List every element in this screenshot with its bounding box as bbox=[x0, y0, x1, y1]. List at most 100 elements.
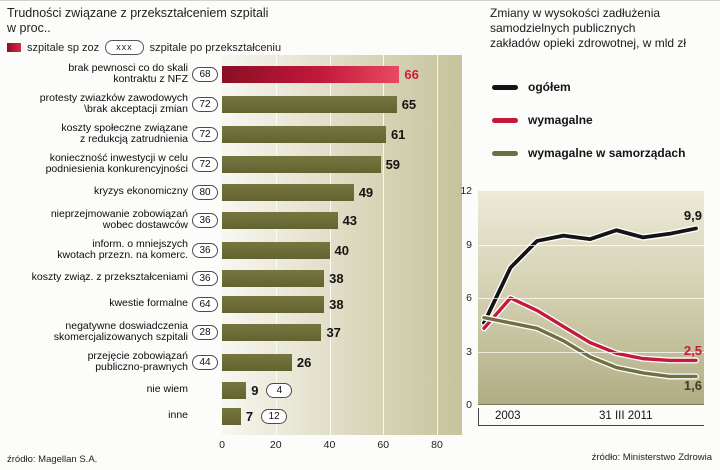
legend-line-icon bbox=[492, 84, 518, 90]
bar-plot: 49 bbox=[222, 183, 462, 201]
right-chart-title-line1: Zmiany w wysokości zadłużenia bbox=[490, 6, 661, 20]
right-chart-source: źródło: Ministerstwo Zdrowia bbox=[591, 452, 712, 463]
bar-value: 38 bbox=[329, 270, 344, 286]
bar-plot: 37 bbox=[222, 323, 462, 341]
bar-value: 26 bbox=[296, 354, 312, 370]
bar-plot: 65 bbox=[222, 95, 462, 113]
oval-slot: 44 bbox=[188, 354, 222, 370]
legend-line-icon bbox=[492, 117, 518, 123]
right-chart-title-line3: zakładów opieki zdrowotnej, w mld zł bbox=[490, 36, 687, 50]
bar bbox=[222, 211, 338, 229]
transformed-hospital-value-oval: 4 bbox=[266, 382, 293, 398]
bar-value: 38 bbox=[329, 296, 344, 312]
bar-row: protesty zwiazków zawodowych \brak akcept… bbox=[8, 89, 462, 119]
y-tick-label: 9 bbox=[466, 238, 472, 251]
bar-value: 61 bbox=[390, 126, 406, 142]
transformed-hospital-value-oval: 72 bbox=[192, 126, 218, 142]
bar bbox=[222, 323, 322, 341]
left-chart-legend: szpitale sp zoz xxx szpitale po przekszt… bbox=[7, 40, 281, 55]
bar-row: inne 7 12 bbox=[8, 403, 462, 429]
oval-slot: 80 bbox=[188, 184, 222, 200]
bar bbox=[222, 295, 325, 313]
oval-slot: 64 bbox=[188, 296, 222, 312]
oval-slot: 36 bbox=[188, 212, 222, 228]
x-label-2003: 2003 bbox=[495, 410, 521, 422]
bar-value: 9 bbox=[251, 382, 259, 398]
legend-item: wymagalne bbox=[492, 110, 685, 130]
bar-value: 49 bbox=[358, 184, 374, 200]
right-chart-title: Zmiany w wysokości zadłużenia samodzieln… bbox=[490, 6, 716, 51]
transformed-hospital-value-oval: 36 bbox=[192, 212, 218, 228]
left-chart-title-line2: w proc.. bbox=[7, 21, 51, 35]
legend-item: wymagalne w samorządach bbox=[492, 143, 685, 163]
bar-category-label: inne bbox=[168, 409, 188, 422]
bar-row: koszty społeczne związane z redukcją zatr… bbox=[8, 119, 462, 149]
bar-plot: 61 bbox=[222, 125, 462, 143]
y-tick-label: 12 bbox=[460, 185, 472, 197]
left-chart-source: źródło: Magellan S.A. bbox=[7, 454, 98, 465]
gridline bbox=[478, 351, 704, 353]
legend-red-square-icon bbox=[7, 43, 21, 52]
bar-row: kwestie formalne 64 38 bbox=[8, 291, 462, 317]
transformed-hospital-value-oval: 64 bbox=[192, 296, 218, 312]
legend-sp-zoz-label: szpitale sp zoz bbox=[27, 41, 100, 54]
bar-category-label: kryzys ekonomiczny bbox=[94, 185, 188, 198]
legend-item: ogółem bbox=[492, 77, 685, 97]
line-casing-wymagalne w samorządach bbox=[481, 314, 699, 380]
bar bbox=[222, 95, 397, 113]
bar-plot: 38 bbox=[222, 269, 462, 287]
legend-transformed-label: szpitale po przekształceniu bbox=[149, 41, 282, 54]
bar-category-label: kwestie formalne bbox=[109, 297, 188, 310]
transformed-hospital-value-oval: 28 bbox=[192, 324, 218, 340]
line-series-wymagalne w samorządach bbox=[482, 315, 698, 379]
line-chart-x-axis: 2003 31 III 2011 bbox=[478, 408, 704, 426]
bar-value: 7 bbox=[245, 408, 254, 424]
bar-value: 37 bbox=[326, 324, 341, 340]
gridline bbox=[478, 298, 704, 299]
gridline bbox=[478, 244, 704, 246]
transformed-hospital-value-oval: 12 bbox=[261, 408, 288, 424]
bar-plot: 7 12 bbox=[222, 407, 462, 425]
y-tick-label: 6 bbox=[466, 292, 472, 304]
bar-category-label: inform. o mniejszych kwotach przezn. na k… bbox=[57, 237, 188, 261]
line-chart-plot bbox=[478, 191, 704, 405]
bar-category-label: koszty związ. z przekształceniami bbox=[31, 271, 188, 284]
transformed-hospital-value-oval: 36 bbox=[192, 242, 218, 258]
x-label-2011: 31 III 2011 bbox=[599, 410, 653, 422]
line-series-wymagalne bbox=[482, 296, 698, 363]
bar-row: inform. o mniejszych kwotach przezn. na k… bbox=[8, 235, 462, 265]
x-tick-label: 80 bbox=[431, 439, 443, 451]
x-tick-label: 60 bbox=[377, 439, 390, 451]
line-series-ogółem bbox=[482, 226, 698, 325]
bar-category-label: nieprzejmowanie zobowiązań wobec dostawcó… bbox=[50, 207, 188, 231]
bar-plot: 66 bbox=[222, 65, 462, 83]
bar-row: kryzys ekonomiczny 80 49 bbox=[8, 179, 462, 205]
bar-category-label: protesty zwiazków zawodowych \brak akcept… bbox=[39, 91, 188, 115]
x-tick-label: 0 bbox=[219, 439, 225, 451]
legend-label: ogółem bbox=[528, 80, 571, 94]
bar-plot: 40 bbox=[222, 241, 462, 259]
bar bbox=[222, 65, 400, 83]
bar-value: 65 bbox=[401, 96, 417, 112]
bar-value: 40 bbox=[334, 242, 349, 258]
legend-line-icon bbox=[492, 150, 518, 156]
bar-row: nie wiem 9 4 bbox=[8, 377, 462, 403]
transformed-hospital-value-oval: 80 bbox=[192, 184, 218, 200]
oval-slot: 72 bbox=[188, 96, 222, 112]
bar-row: przejęcie zobowiązań publiczno-prawnych 44… bbox=[8, 347, 462, 377]
bar-category-label: przejęcie zobowiązań publiczno-prawnych bbox=[87, 349, 188, 373]
transformed-hospital-value-oval: 72 bbox=[192, 156, 218, 172]
bar-category-label: brak pewnosci co do skali kontraktu z NFZ bbox=[68, 61, 188, 85]
x-tick-label: 20 bbox=[269, 439, 282, 451]
gridline bbox=[329, 55, 331, 435]
bar-value: 66 bbox=[404, 66, 419, 82]
legend-label: wymagalne bbox=[528, 113, 593, 127]
bar-row: konieczność inwestycji w celu podniesieni… bbox=[8, 149, 462, 179]
bar-plot: 43 bbox=[222, 211, 462, 229]
oval-slot: 72 bbox=[188, 156, 222, 172]
line-chart-y-axis: 0 3 6 9 12 bbox=[450, 185, 472, 411]
legend-label: wymagalne w samorządach bbox=[528, 146, 686, 160]
legend-oval-marker-icon: xxx bbox=[105, 40, 144, 55]
